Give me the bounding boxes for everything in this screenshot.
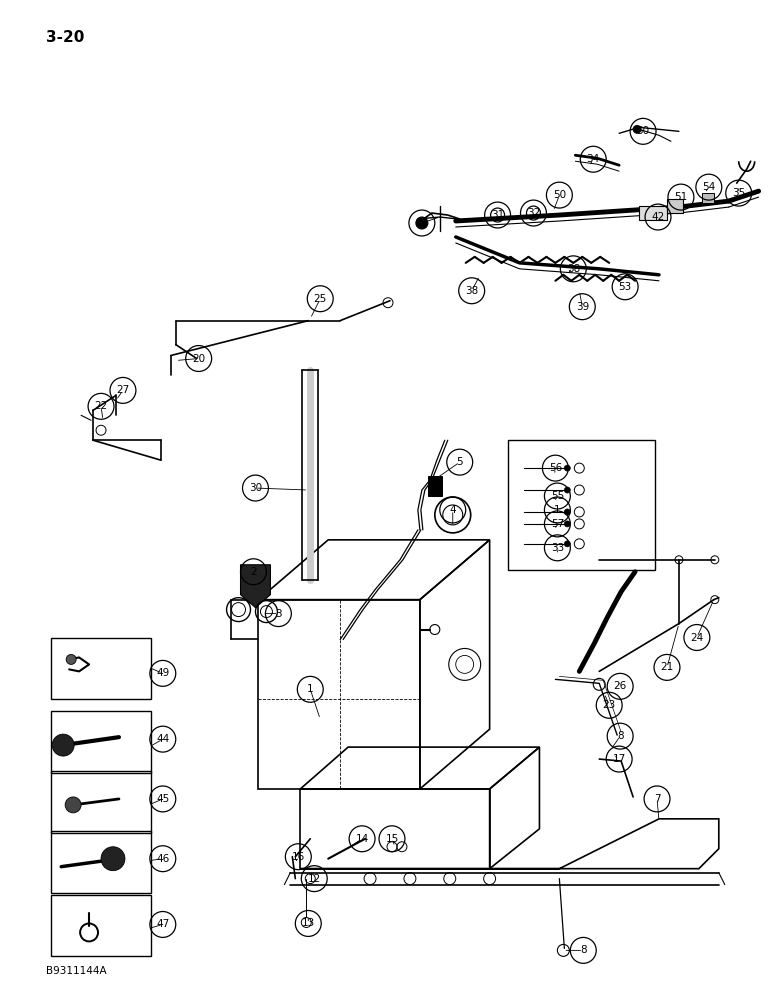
Text: 47: 47: [156, 919, 169, 929]
Text: B9311144A: B9311144A: [46, 966, 107, 976]
Text: 14: 14: [355, 834, 369, 844]
Bar: [507, 440, 655, 570]
Text: 8: 8: [617, 731, 624, 741]
Circle shape: [416, 217, 428, 229]
Text: 55: 55: [550, 491, 564, 501]
Text: 31: 31: [491, 210, 504, 220]
Text: 35: 35: [732, 188, 745, 198]
Polygon shape: [241, 565, 270, 608]
Circle shape: [52, 734, 74, 756]
Text: 5: 5: [456, 457, 463, 467]
Text: 2: 2: [250, 567, 257, 577]
Text: 26: 26: [614, 681, 627, 691]
Circle shape: [564, 487, 571, 493]
Circle shape: [101, 847, 125, 871]
Text: 34: 34: [587, 154, 600, 164]
Bar: [639, 206, 667, 220]
Text: 53: 53: [618, 282, 631, 292]
Text: 13: 13: [302, 918, 315, 928]
Text: 12: 12: [307, 874, 321, 884]
Text: 50: 50: [553, 190, 566, 200]
Bar: [51, 895, 151, 956]
Text: 7: 7: [654, 794, 660, 804]
Circle shape: [564, 509, 571, 515]
Bar: [51, 831, 151, 893]
Text: 32: 32: [527, 208, 540, 218]
Text: 3-20: 3-20: [46, 30, 85, 45]
Circle shape: [564, 521, 571, 527]
Text: 38: 38: [465, 286, 479, 296]
Text: 44: 44: [156, 734, 169, 744]
Text: 25: 25: [313, 294, 327, 304]
Bar: [428, 476, 442, 496]
Bar: [51, 711, 151, 773]
Text: 50: 50: [636, 126, 649, 136]
Text: 23: 23: [603, 700, 616, 710]
Text: 3: 3: [275, 609, 282, 619]
Text: 8: 8: [580, 945, 587, 955]
Text: 38: 38: [567, 264, 580, 274]
Text: 4: 4: [449, 505, 456, 515]
Text: 45: 45: [156, 794, 169, 804]
Text: 20: 20: [192, 354, 205, 364]
Bar: [51, 638, 151, 699]
Text: 42: 42: [652, 212, 665, 222]
Text: 39: 39: [576, 302, 589, 312]
Text: 27: 27: [117, 385, 130, 395]
Text: 22: 22: [94, 401, 107, 411]
Circle shape: [564, 541, 571, 547]
Text: 51: 51: [674, 192, 688, 202]
Circle shape: [66, 654, 76, 664]
Bar: [702, 193, 714, 203]
Text: 24: 24: [690, 633, 703, 643]
Circle shape: [633, 125, 641, 133]
Bar: [667, 199, 683, 213]
Text: 46: 46: [156, 854, 169, 864]
Text: 30: 30: [249, 483, 262, 493]
Circle shape: [65, 797, 81, 813]
Text: 21: 21: [660, 662, 674, 672]
Bar: [51, 771, 151, 833]
Text: 1: 1: [307, 684, 313, 694]
Text: 54: 54: [703, 182, 716, 192]
Text: 56: 56: [549, 463, 562, 473]
Text: 49: 49: [156, 668, 169, 678]
Text: 17: 17: [612, 754, 626, 764]
Text: 6: 6: [418, 218, 425, 228]
Text: 33: 33: [550, 543, 564, 553]
Text: 1: 1: [554, 505, 560, 515]
Text: 15: 15: [385, 834, 398, 844]
Text: 16: 16: [292, 852, 305, 862]
Circle shape: [564, 465, 571, 471]
Text: 57: 57: [550, 519, 564, 529]
